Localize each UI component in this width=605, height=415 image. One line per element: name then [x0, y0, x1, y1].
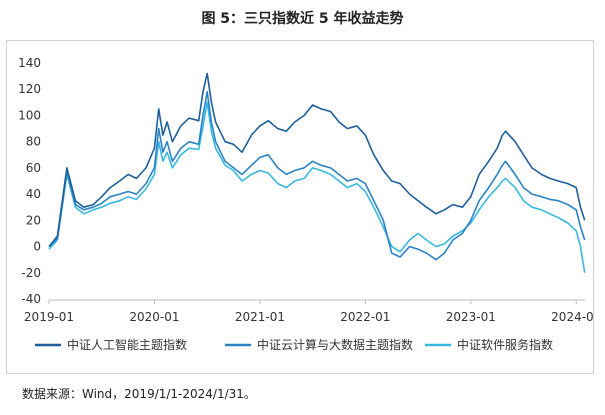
- legend-label: 中证人工智能主题指数: [67, 337, 187, 352]
- y-tick-label: 140: [18, 56, 41, 70]
- x-tick-label: 2024-01: [551, 310, 595, 324]
- series-line-1: [48, 72, 586, 248]
- y-tick-label: 120: [18, 82, 41, 96]
- y-tick-label: -40: [21, 292, 41, 306]
- series-line-3: [48, 101, 586, 273]
- y-tick-label: 100: [18, 108, 41, 122]
- y-tick-label: 40: [26, 187, 41, 201]
- chart-panel: -40 -20 0 20 40 60 80 100 120 140 2019-01 2020-01 20…: [6, 40, 595, 374]
- chart-title: 图 5：三只指数近 5 年收益走势: [201, 11, 404, 27]
- legend-label: 中证软件服务指数: [457, 337, 553, 352]
- series-line-2: [48, 90, 586, 261]
- legend-item-3: 中证软件服务指数: [425, 337, 553, 352]
- y-tick-label: 80: [26, 135, 41, 149]
- legend-label: 中证云计算与大数据主题指数: [257, 337, 413, 352]
- x-tick-label: 2020-01: [129, 310, 179, 324]
- x-tick-label: 2022-01: [340, 310, 390, 324]
- y-tick-label: -20: [21, 266, 41, 280]
- x-tick-label: 2023-01: [446, 310, 496, 324]
- y-tick-label: 60: [26, 161, 41, 175]
- x-tick-label: 2019-01: [24, 310, 74, 324]
- line-chart: -40 -20 0 20 40 60 80 100 120 140 2019-01 2020-01 20…: [18, 56, 595, 352]
- y-tick-label: 0: [33, 240, 41, 254]
- y-tick-label: 20: [26, 213, 41, 227]
- x-tick-label: 2021-01: [235, 310, 285, 324]
- legend-item-2: 中证云计算与大数据主题指数: [225, 337, 413, 352]
- source-note: 数据来源：Wind，2019/1/1-2024/1/31。: [22, 387, 256, 401]
- legend-item-1: 中证人工智能主题指数: [35, 337, 187, 352]
